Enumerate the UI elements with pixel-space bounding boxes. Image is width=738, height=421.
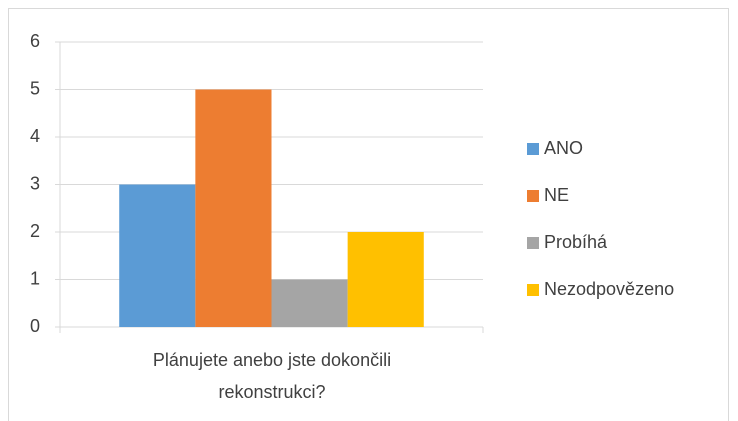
y-tick-label: 3 (30, 173, 40, 193)
legend-label: Nezodpovězeno (544, 279, 674, 299)
y-tick-label: 6 (30, 31, 40, 51)
legend-label: NE (544, 185, 569, 205)
legend-swatch (527, 190, 539, 202)
y-tick-label: 4 (30, 126, 40, 146)
bar (347, 232, 424, 327)
bar (195, 89, 272, 327)
chart-frame (8, 8, 729, 421)
legend-swatch (527, 143, 539, 155)
y-tick-label: 2 (30, 221, 40, 241)
x-tick-label: Plánujete anebo jste dokončili rekonstru… (152, 350, 392, 402)
y-tick-label: 1 (30, 268, 40, 288)
legend-swatch (527, 284, 539, 296)
legend-swatch (527, 237, 539, 249)
y-tick-label: 0 (30, 316, 40, 336)
y-tick-label: 5 (30, 78, 40, 98)
bar (119, 184, 196, 327)
legend-label: ANO (544, 138, 583, 158)
bar (271, 279, 348, 327)
legend-label: Probíhá (544, 232, 608, 252)
